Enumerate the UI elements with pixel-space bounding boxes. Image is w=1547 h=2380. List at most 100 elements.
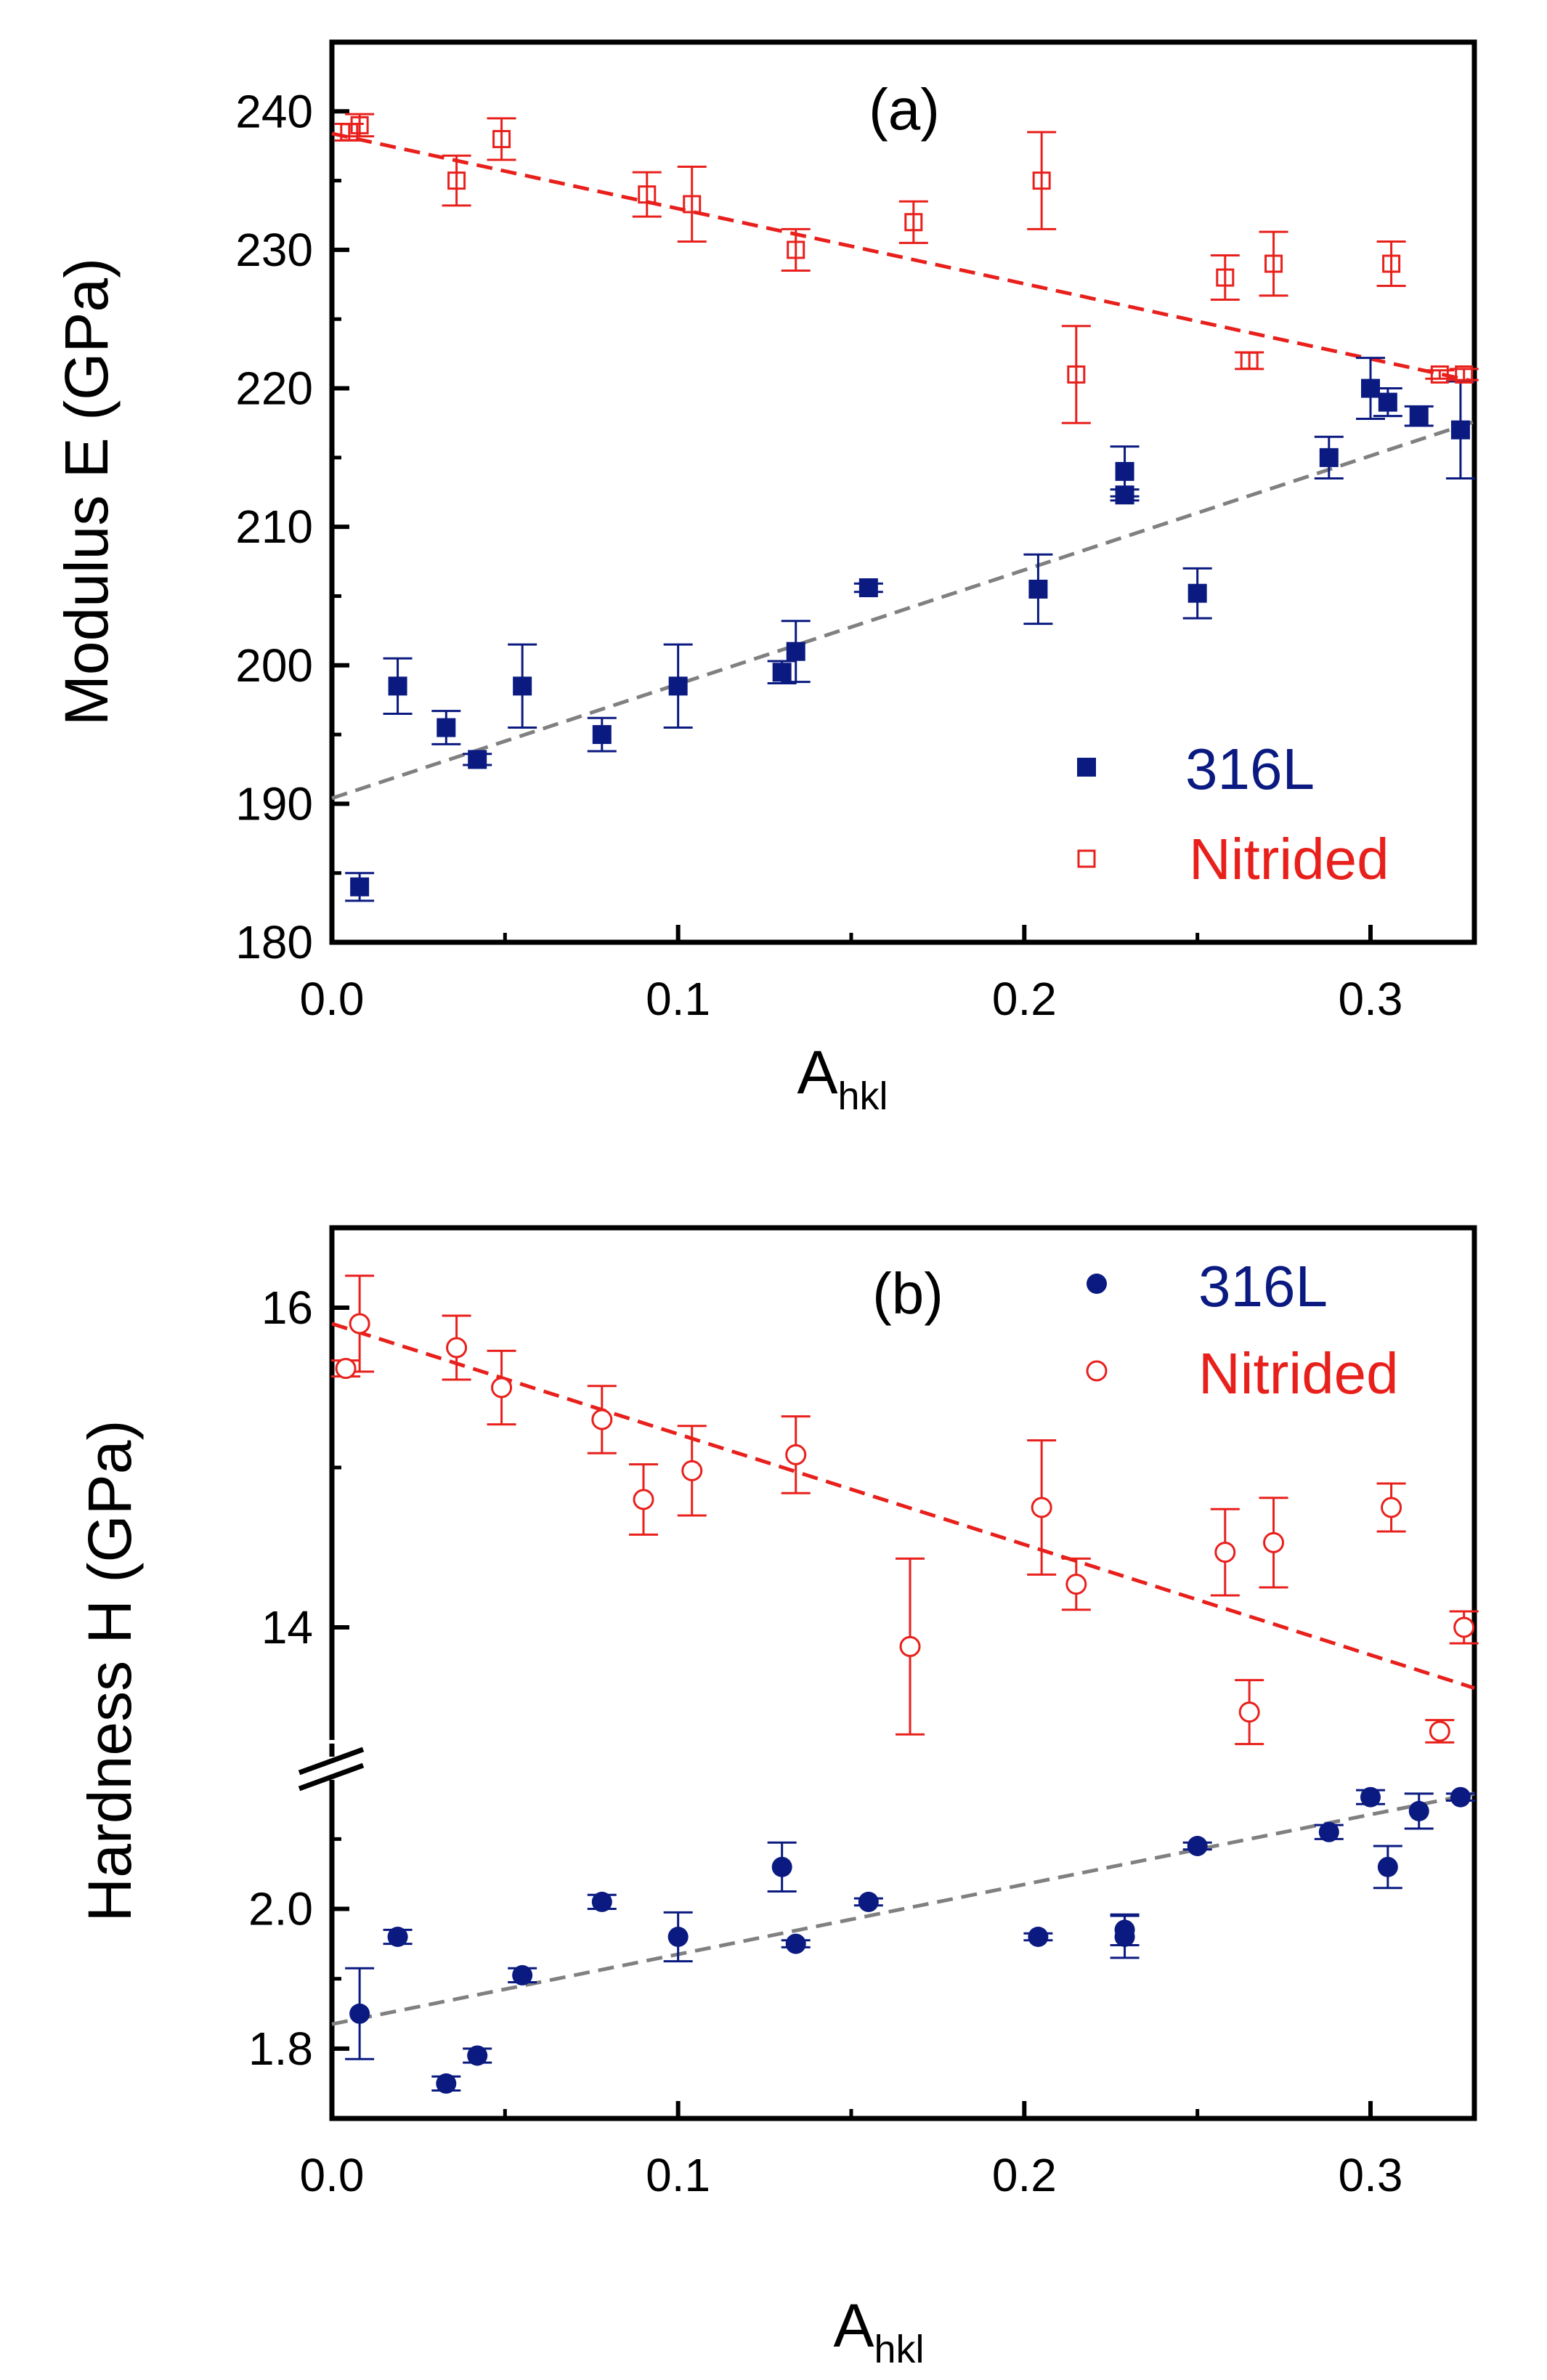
panel-b-point-nitrided <box>681 1460 703 1481</box>
panel-b-label: (b) <box>872 1261 943 1326</box>
panel-a-point-nitrided <box>787 240 805 259</box>
panel-b-point-316l <box>771 1856 792 1877</box>
panel-a-point-316l <box>786 641 805 661</box>
panel-b-point-316l <box>591 1891 612 1912</box>
panel-b-point-nitrided <box>1381 1497 1402 1518</box>
panel-b-error-bars <box>331 1274 1479 2092</box>
panel-a-point-316l <box>1361 379 1380 398</box>
panel-b-plot-frame <box>329 1225 1477 2121</box>
panel-b-point-316l <box>467 2045 488 2066</box>
panel-a-point-nitrided <box>1264 254 1283 273</box>
panel-b-point-nitrided <box>335 1358 357 1380</box>
panel-a-label: (a) <box>869 77 940 142</box>
panel-a-fit-line-nitrided <box>331 131 1475 384</box>
panel-a-error-bars <box>334 113 1479 902</box>
panel-b-lower-y-tick-label: 2.0 <box>248 1883 313 1935</box>
panel-a-error-bar-nitrided <box>781 227 811 272</box>
panel-a-ticks <box>330 109 1373 944</box>
panel-b-point-316l <box>785 1933 806 1954</box>
panel-b-point-316l <box>1450 1786 1471 1808</box>
panel-a-point-nitrided <box>638 185 657 204</box>
panel-b-hardness: 0.0 0.1 0.2 0.3 1.8 2.0 14 16 (b) Hardness H (G… <box>76 1225 1479 2371</box>
panel-b-fit-lines <box>331 1321 1475 2026</box>
legend-marker-316l-filled-square <box>1077 758 1096 777</box>
panel-a-error-bar-nitrided <box>442 154 471 207</box>
panel-b-x-axis-title-main: A <box>833 2291 874 2360</box>
panel-b-fit-line-nitrided <box>331 1321 1475 1690</box>
panel-a-point-nitrided <box>1216 268 1235 287</box>
panel-a-legend: 316L Nitrided <box>1077 737 1389 891</box>
panel-a-error-bar-nitrided <box>677 166 707 243</box>
panel-b-x-tick-label: 0.1 <box>646 2149 710 2201</box>
panel-a-point-nitrided <box>1032 171 1051 190</box>
panel-a-point-316l <box>1319 448 1339 467</box>
panel-b-point-316l <box>349 2003 370 2024</box>
panel-a-plot-frame <box>329 39 1477 945</box>
panel-a-point-nitrided <box>1240 351 1259 370</box>
panel-b-point-316l <box>1187 1836 1208 1856</box>
panel-b-point-nitrided <box>899 1635 921 1657</box>
legend-marker-nitrided-open-circle <box>1086 1360 1108 1382</box>
panel-b-point-316l <box>387 1927 408 1947</box>
panel-a-point-316l <box>1028 579 1048 599</box>
panel-b-point-nitrided <box>785 1444 807 1465</box>
panel-a-y-axis-title: Modulus E (GPa) <box>52 258 121 726</box>
panel-b-upper-y-tick-label: 16 <box>261 1282 313 1334</box>
panel-a-error-bar-nitrided <box>1376 240 1406 287</box>
panel-a-point-nitrided <box>904 213 923 232</box>
panel-a-error-bar-nitrided <box>1449 368 1479 381</box>
panel-a-fit-line-316l <box>331 419 1475 801</box>
legend-label-316l: 316L <box>1185 737 1315 801</box>
panel-b-point-316l <box>1114 1927 1135 1947</box>
panel-a-point-316l <box>350 877 370 896</box>
panel-b-point-nitrided <box>446 1337 468 1359</box>
panel-b-x-tick-label: 0.0 <box>300 2149 365 2201</box>
panel-b-point-nitrided <box>491 1377 513 1399</box>
panel-a-fit-lines <box>331 131 1475 801</box>
panel-a-point-nitrided <box>1382 254 1401 273</box>
panel-a-point-316l <box>513 676 532 696</box>
panel-a-point-316l <box>1378 392 1397 412</box>
panel-a-point-316l <box>772 663 792 682</box>
axis-break-marker <box>294 1740 370 1794</box>
panel-a-point-316l <box>1115 461 1134 481</box>
panel-a-error-bar-nitrided <box>1259 230 1288 297</box>
legend-label-316l: 316L <box>1198 1254 1328 1319</box>
panel-a-x-axis-title-main: A <box>797 1038 837 1106</box>
panel-a-y-tick-label: 240 <box>235 85 313 137</box>
panel-a-x-tick-label: 0.2 <box>992 973 1057 1025</box>
panel-b-point-316l <box>1377 1856 1398 1877</box>
panel-a-point-316l <box>1450 420 1470 440</box>
panel-b-point-316l <box>512 1964 533 1986</box>
panel-a-error-bar-nitrided <box>487 117 516 161</box>
panel-b-legend: 316L Nitrided <box>1086 1254 1399 1406</box>
panel-a-tick-labels: 0.0 0.1 0.2 0.3 180 190 200 210 220 230 240 <box>235 85 1402 1025</box>
panel-b-point-nitrided <box>1263 1531 1285 1553</box>
panel-a-y-tick-label: 190 <box>235 777 313 830</box>
panel-a-point-nitrided <box>683 195 702 214</box>
panel-a-y-tick-label: 180 <box>235 916 313 968</box>
panel-a-data-points <box>340 116 1474 896</box>
panel-a-error-bar-nitrided <box>1235 351 1264 371</box>
panel-a-point-nitrided <box>1455 365 1474 384</box>
panel-a-error-bar-nitrided <box>1210 254 1240 301</box>
panel-a-y-tick-label: 230 <box>235 224 313 276</box>
panel-b-point-316l <box>1318 1821 1339 1842</box>
panel-a-point-316l <box>468 750 487 769</box>
panel-a-point-316l <box>1187 583 1207 603</box>
legend-marker-nitrided-open-square <box>1077 849 1096 868</box>
panel-b-point-316l <box>1360 1786 1381 1808</box>
panel-b-upper-y-tick-label: 14 <box>261 1601 313 1654</box>
panel-b-data-points <box>335 1313 1475 2094</box>
panel-a-point-nitrided <box>492 129 511 148</box>
panel-a-point-316l <box>668 676 688 696</box>
legend-marker-316l-filled-circle <box>1087 1274 1107 1294</box>
panel-b-lower-y-tick-label: 1.8 <box>248 2023 313 2075</box>
panel-b-ticks <box>330 1306 1373 2118</box>
panel-a-error-bar-nitrided <box>632 171 662 218</box>
panel-a-point-nitrided <box>1067 365 1086 384</box>
panel-b-point-nitrided <box>591 1409 613 1430</box>
panel-a-y-tick-label: 200 <box>235 639 313 692</box>
panel-b-point-nitrided <box>1429 1720 1450 1742</box>
